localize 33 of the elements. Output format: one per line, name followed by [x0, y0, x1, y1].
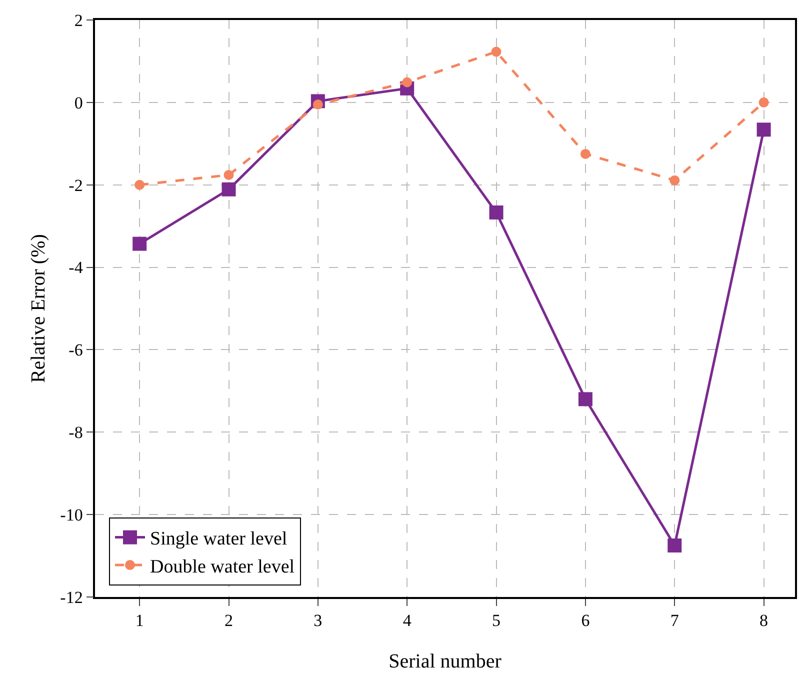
x-tick-label: 2	[224, 611, 234, 630]
y-tick-label: -10	[60, 506, 83, 525]
x-tick-label: 1	[135, 611, 144, 630]
x-tick-label: 6	[581, 611, 590, 630]
y-tick-label: -6	[68, 340, 83, 360]
legend-label: Double water level	[150, 556, 295, 578]
y-tick-label: -2	[68, 176, 83, 195]
x-tick-label: 7	[670, 611, 680, 630]
point	[491, 46, 502, 57]
y-tick-label: -12	[60, 588, 83, 607]
point	[489, 205, 504, 220]
x-tick-label: 4	[402, 611, 412, 630]
point	[670, 175, 680, 186]
point	[222, 182, 236, 196]
point	[224, 170, 234, 180]
point	[756, 122, 771, 137]
point	[402, 77, 412, 88]
point	[578, 392, 592, 406]
point	[668, 538, 682, 552]
y-tick-label: -4	[68, 258, 84, 278]
y-tick-label: 0	[74, 93, 83, 112]
y-tick-label: 2	[74, 10, 83, 30]
x-tick-label: 3	[314, 611, 322, 630]
x-tick-label: 8	[760, 611, 768, 630]
legend-label: Single water level	[150, 528, 288, 550]
y-axis-title: Relative Error (%)	[28, 234, 50, 383]
point	[134, 180, 145, 190]
point	[758, 97, 769, 108]
x-tick-label: 5	[492, 611, 501, 630]
y-tick-label: -8	[68, 423, 83, 442]
x-axis-title: Serial number	[388, 650, 502, 672]
point	[580, 148, 590, 159]
point	[132, 236, 147, 251]
